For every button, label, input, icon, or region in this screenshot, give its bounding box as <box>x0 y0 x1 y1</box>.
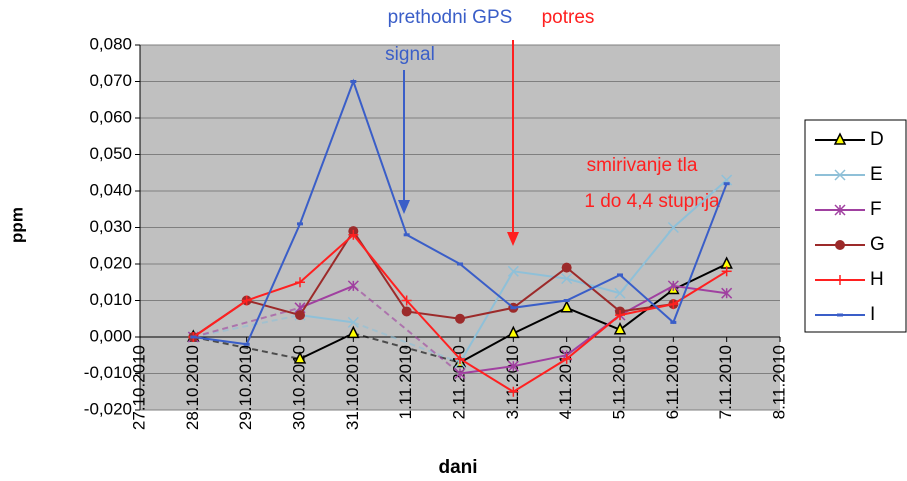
y-tick-label: 0,030 <box>89 217 132 236</box>
marker <box>507 325 520 339</box>
y-tick-label: 0,080 <box>89 34 132 53</box>
y-tick-label: -0,020 <box>84 399 132 418</box>
marker <box>455 353 465 364</box>
marker <box>835 240 845 250</box>
marker <box>613 322 627 335</box>
marker <box>401 295 412 306</box>
x-axis-label: dani <box>438 457 477 478</box>
y-axis-label: ppm <box>7 207 26 243</box>
arrow <box>507 40 519 246</box>
marker <box>667 280 679 292</box>
marker <box>614 287 626 299</box>
legend-label: D <box>870 129 884 150</box>
marker <box>508 386 519 397</box>
legend-label: F <box>870 199 882 220</box>
series-line <box>299 284 727 375</box>
annotation: smirivanje tla <box>587 155 698 176</box>
marker <box>561 353 572 364</box>
y-tick-label: 0,020 <box>89 253 132 272</box>
legend <box>804 119 907 333</box>
marker <box>347 280 359 292</box>
marker <box>295 277 305 288</box>
marker <box>507 265 519 277</box>
annotation: 1 do 4,4 stupnja <box>584 191 720 212</box>
annotation: prethodni GPS <box>388 7 513 28</box>
x-tick-label: 2.11.2010 <box>449 345 468 419</box>
annotation: potres <box>542 7 595 28</box>
marker <box>668 299 679 310</box>
marker <box>455 313 465 324</box>
marker <box>348 229 359 240</box>
y-tick-label: -0,010 <box>84 363 132 382</box>
marker <box>561 262 572 273</box>
gap-connector <box>352 285 461 375</box>
marker <box>241 295 252 306</box>
series-line <box>192 229 674 338</box>
marker <box>561 273 573 285</box>
y-tick-label: 0,010 <box>89 290 132 309</box>
marker <box>835 275 845 285</box>
marker <box>507 360 519 372</box>
y-tick-label: 0,070 <box>89 71 132 90</box>
marker <box>347 325 360 339</box>
x-tick-label: 1.11.2010 <box>396 345 415 419</box>
x-tick-label: 5.11.2010 <box>609 345 628 419</box>
marker <box>401 306 412 317</box>
gap-connector <box>193 336 301 360</box>
marker <box>833 132 847 145</box>
gap-connector <box>193 314 301 338</box>
series-line <box>299 263 728 364</box>
marker <box>834 169 846 181</box>
y-tick-label: 0,000 <box>89 326 132 345</box>
annotation: signal <box>385 44 435 65</box>
x-tick-label: 6.11.2010 <box>663 345 682 419</box>
x-tick-label: 7.11.2010 <box>716 345 735 419</box>
y-tick-label: 0,060 <box>89 107 132 126</box>
marker <box>454 367 466 380</box>
x-tick-label: 3.11.2010 <box>503 345 522 419</box>
x-tick-label: 31.10.2010 <box>343 345 362 430</box>
marker <box>293 351 307 364</box>
x-tick-label: 28.10.2010 <box>183 345 202 430</box>
legend-label: G <box>870 234 885 255</box>
marker <box>667 221 679 234</box>
legend-label: E <box>870 164 883 185</box>
marker <box>721 266 732 277</box>
marker <box>834 204 846 216</box>
gap-connector <box>193 306 301 338</box>
legend-label: I <box>870 304 875 325</box>
y-tick-label: 0,050 <box>89 144 132 163</box>
gap-connector <box>352 321 461 364</box>
x-tick-label: 8.11.2010 <box>769 345 788 419</box>
marker <box>560 300 573 313</box>
legend-label: H <box>870 269 884 290</box>
marker <box>721 287 733 299</box>
marker <box>347 316 359 328</box>
series-line <box>299 179 728 364</box>
marker <box>295 310 305 321</box>
arrow <box>398 70 410 214</box>
x-tick-label: 27.10.2010 <box>129 345 148 430</box>
marker <box>721 174 733 186</box>
x-tick-label: 29.10.2010 <box>236 345 255 430</box>
x-tick-label: 30.10.2010 <box>289 345 308 430</box>
marker <box>615 310 625 321</box>
y-tick-label: 0,040 <box>89 180 132 199</box>
